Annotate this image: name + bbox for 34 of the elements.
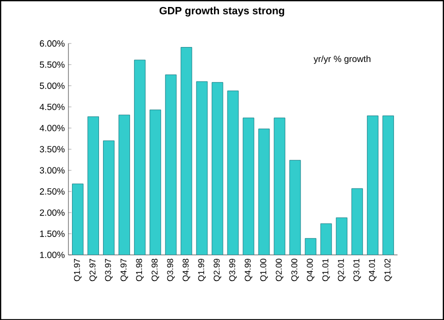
x-tick-label: Q2.98 (152, 258, 160, 281)
x-tick-label: Q1.00 (260, 258, 268, 281)
y-tick-label: 5.50% (40, 61, 65, 68)
y-tick-label: 5.00% (40, 82, 65, 89)
y-tick-label: 4.50% (40, 104, 65, 110)
annotation: yr/yr % growth (314, 55, 370, 64)
x-tick-label: Q2.99 (214, 258, 222, 281)
x-tick-label: Q3.98 (167, 258, 175, 281)
y-tick-label: 2.50% (40, 188, 65, 195)
y-tick-label: 3.50% (40, 146, 65, 152)
y-tick-label: 2.00% (40, 209, 65, 216)
x-tick-label: Q4.01 (368, 258, 376, 281)
y-tick-label: 3.00% (40, 166, 65, 174)
x-tick-label: Q1.97 (74, 258, 82, 281)
x-tick-label: Q4.00 (306, 258, 314, 281)
x-tick-label: Q4.99 (244, 258, 252, 281)
x-tick-label: Q4.97 (120, 258, 128, 281)
x-tick-label: Q1.02 (384, 258, 392, 281)
x-tick-label: Q2.97 (90, 258, 98, 281)
x-tick-label: Q4.98 (182, 258, 190, 281)
x-tick-label: Q3.00 (291, 258, 299, 281)
x-tick-label: Q2.00 (276, 258, 284, 281)
x-tick-label: Q3.01 (353, 258, 361, 281)
chart-title: GDP growth stays strong (160, 6, 284, 16)
x-tick-label: Q1.01 (322, 258, 330, 281)
y-tick-label: 4.00% (40, 124, 65, 132)
y-tick-label: 1.50% (40, 230, 65, 237)
x-tick-label: Q2.01 (338, 258, 346, 281)
y-tick-label: 6.00% (40, 40, 65, 47)
y-tick-label: 1.00% (40, 252, 65, 258)
x-tick-label: Q3.99 (229, 258, 237, 281)
x-tick-label: Q1.99 (198, 258, 206, 281)
x-tick-label: Q1.98 (136, 258, 144, 281)
x-tick-label: Q3.97 (105, 258, 113, 281)
